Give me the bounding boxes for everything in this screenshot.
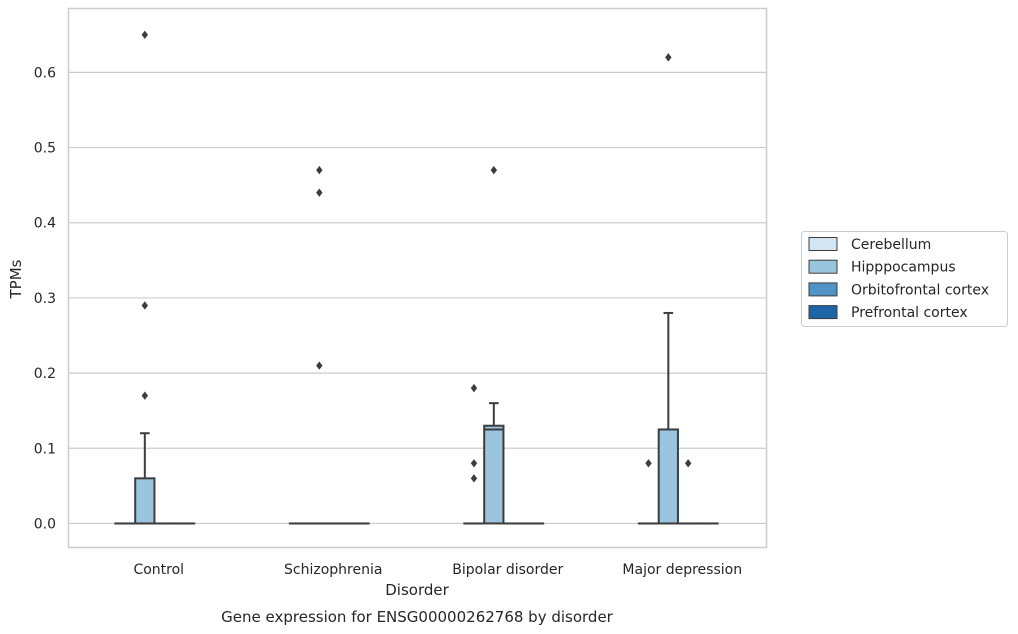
- outlier-point: [470, 459, 478, 468]
- outlier-point: [665, 53, 672, 62]
- x-tick-label: Bipolar disorder: [452, 562, 563, 578]
- legend-swatch: [808, 237, 838, 251]
- y-tick-label: 0.1: [34, 441, 56, 457]
- legend-swatch: [808, 259, 838, 274]
- outlier-point: [316, 188, 323, 197]
- outlier-point: [141, 301, 149, 310]
- outlier-point: [316, 165, 323, 175]
- plot-frame: [67, 7, 768, 549]
- x-tick-label: Schizophrenia: [284, 562, 382, 578]
- y-tick-label: 0.2: [34, 366, 56, 382]
- x-tick-labels: Control Schizophrenia Bipolar disorder Majo…: [133, 562, 742, 578]
- x-axis-label: Disorder: [385, 581, 449, 599]
- legend-label: Cerebellum: [851, 237, 931, 253]
- chart-caption: Gene expression for ENSG00000262768 by d…: [221, 608, 614, 626]
- outlier-point: [470, 474, 478, 483]
- legend-label: Hipppocampus: [851, 260, 956, 276]
- y-tick-label: 0.3: [34, 291, 56, 307]
- box-iqr: [134, 477, 156, 525]
- box-hipppocampus: [134, 30, 156, 525]
- box-hipppocampus: [657, 53, 679, 525]
- outlier-point: [645, 459, 652, 468]
- legend-swatch: [808, 305, 838, 320]
- boxes: [114, 30, 719, 525]
- box-cerebellum: [637, 459, 660, 525]
- legend-frame: [801, 231, 1008, 327]
- outlier-point: [470, 383, 478, 393]
- legend-label: Prefrontal cortex: [851, 305, 968, 321]
- y-gridlines: [68, 71, 767, 525]
- box-iqr: [483, 424, 505, 525]
- legend-swatch: [808, 282, 838, 297]
- y-tick-label: 0.0: [34, 516, 56, 532]
- outlier-point: [141, 391, 149, 400]
- box-iqr: [657, 428, 679, 525]
- y-axis-label: TPMs: [7, 259, 25, 299]
- x-tick-label: Control: [133, 562, 184, 578]
- outlier-point: [684, 459, 692, 468]
- legend-label: Orbitofrontal cortex: [851, 282, 989, 298]
- x-tick-label: Major depression: [622, 562, 742, 578]
- y-tick-label: 0.4: [34, 216, 56, 232]
- outlier-point: [490, 165, 498, 175]
- outlier-point: [316, 361, 323, 370]
- y-tick-label: 0.5: [34, 141, 56, 157]
- legend: Cerebellum Hipppocampus Orbitofrontal cort…: [801, 231, 1008, 327]
- outlier-point: [141, 30, 149, 40]
- box-hipppocampus: [308, 165, 330, 525]
- y-tick-label: 0.6: [34, 65, 56, 81]
- y-tick-labels: 0.0 0.1 0.2 0.3 0.4 0.5 0.6: [34, 65, 56, 532]
- extra-outliers: [470, 383, 478, 483]
- box-orbitofrontal-cortex: [677, 459, 699, 525]
- box-hipppocampus: [483, 165, 505, 525]
